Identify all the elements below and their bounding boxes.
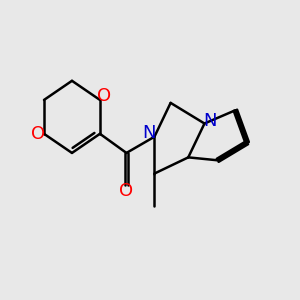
Text: N: N [203,112,217,130]
Text: O: O [119,182,134,200]
Text: O: O [31,125,45,143]
Text: O: O [97,87,111,105]
Text: N: N [142,124,156,142]
